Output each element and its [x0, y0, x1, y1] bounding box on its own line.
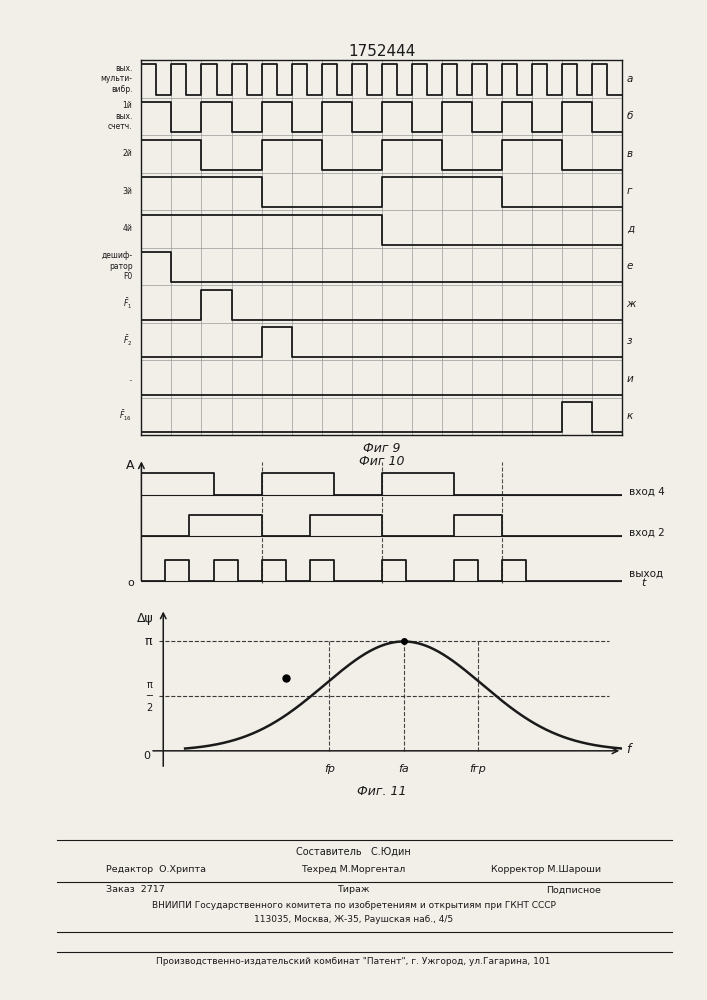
Text: Корректор М.Шароши: Корректор М.Шароши: [491, 865, 601, 874]
Text: Составитель   С.Юдин: Составитель С.Юдин: [296, 847, 411, 857]
Text: в: в: [626, 149, 633, 159]
Text: π
─
2: π ─ 2: [146, 680, 152, 713]
Text: fр: fр: [324, 764, 335, 774]
Text: 1й
вых.
счетч.: 1й вых. счетч.: [107, 101, 132, 131]
Text: A: A: [126, 459, 134, 472]
Text: 3й: 3й: [122, 187, 132, 196]
Text: f: f: [626, 743, 631, 756]
Text: Фиг 10: Фиг 10: [359, 455, 404, 468]
Text: вых.
мульти-
вибр.: вых. мульти- вибр.: [100, 64, 132, 94]
Text: о: о: [127, 578, 134, 588]
Text: ж: ж: [626, 299, 636, 309]
Text: 2й: 2й: [122, 149, 132, 158]
Text: Δψ: Δψ: [137, 612, 154, 625]
Text: Фиг 9: Фиг 9: [363, 442, 401, 455]
Text: Заказ  2717: Заказ 2717: [106, 886, 165, 894]
Text: 4й: 4й: [122, 224, 132, 233]
Text: t: t: [641, 578, 645, 588]
Text: π: π: [145, 635, 152, 648]
Text: к: к: [626, 411, 633, 421]
Text: Редактор  О.Хрипта: Редактор О.Хрипта: [106, 865, 206, 874]
Text: fа: fа: [398, 764, 409, 774]
Title: 1752444: 1752444: [348, 44, 416, 59]
Text: Производственно-издательский комбинат "Патент", г. Ужгород, ул.Гагарина, 101: Производственно-издательский комбинат "П…: [156, 958, 551, 966]
Text: выход: выход: [629, 569, 663, 579]
Text: г: г: [626, 186, 632, 196]
Text: Тираж: Тираж: [337, 886, 370, 894]
Text: и: и: [626, 374, 633, 384]
Text: $\bar{F}_1$: $\bar{F}_1$: [123, 297, 132, 311]
Text: б: б: [626, 111, 633, 121]
Text: $\bar{F}_{16}$: $\bar{F}_{16}$: [119, 409, 132, 423]
Text: 113035, Москва, Ж-35, Раушская наб., 4/5: 113035, Москва, Ж-35, Раушская наб., 4/5: [254, 916, 453, 924]
Text: Техред М.Моргентал: Техред М.Моргентал: [301, 865, 406, 874]
Text: з: з: [626, 336, 632, 346]
Text: а: а: [626, 74, 633, 84]
Text: fгр: fгр: [469, 764, 486, 774]
Text: $\bar{F}_2$: $\bar{F}_2$: [123, 334, 132, 348]
Text: д: д: [626, 224, 633, 234]
Text: ВНИИПИ Государственного комитета по изобретениям и открытиям при ГКНТ СССР: ВНИИПИ Государственного комитета по изоб…: [151, 902, 556, 910]
Text: Подписное: Подписное: [546, 886, 601, 894]
Text: е: е: [626, 261, 633, 271]
Text: ..: ..: [128, 374, 132, 383]
Text: вход 4: вход 4: [629, 487, 665, 497]
Text: Фиг. 11: Фиг. 11: [357, 785, 407, 798]
Text: 0: 0: [143, 751, 150, 761]
Text: вход 2: вход 2: [629, 527, 665, 537]
Text: дешиф-
ратор
F0: дешиф- ратор F0: [101, 251, 132, 281]
